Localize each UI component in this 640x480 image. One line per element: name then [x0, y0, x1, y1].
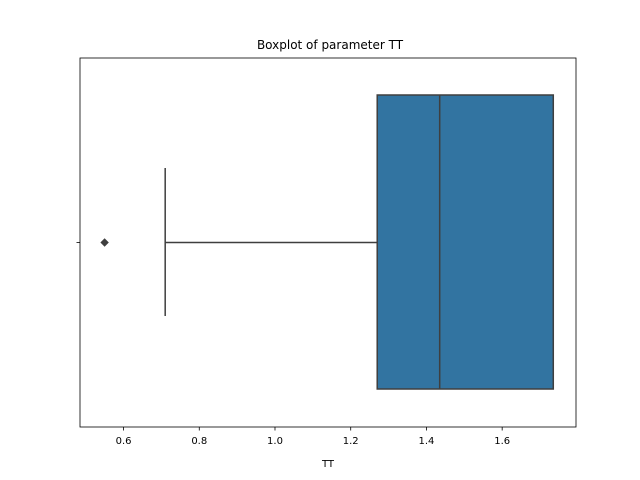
chart-title: Boxplot of parameter TT [257, 38, 404, 52]
x-tick-label: 1.0 [267, 436, 283, 447]
x-tick-label: 1.2 [343, 436, 359, 447]
box-iqr [376, 94, 555, 390]
x-tick-label: 1.4 [418, 436, 434, 447]
x-tick-label: 0.6 [116, 436, 132, 447]
x-tick-label: 0.8 [191, 436, 207, 447]
x-axis-label: TT [321, 459, 335, 470]
outlier-point [100, 238, 109, 247]
box-element [100, 94, 555, 390]
x-axis-ticks: 0.6 0.8 1.0 1.2 1.4 1.6 [116, 427, 510, 447]
x-tick-label: 1.6 [494, 436, 510, 447]
